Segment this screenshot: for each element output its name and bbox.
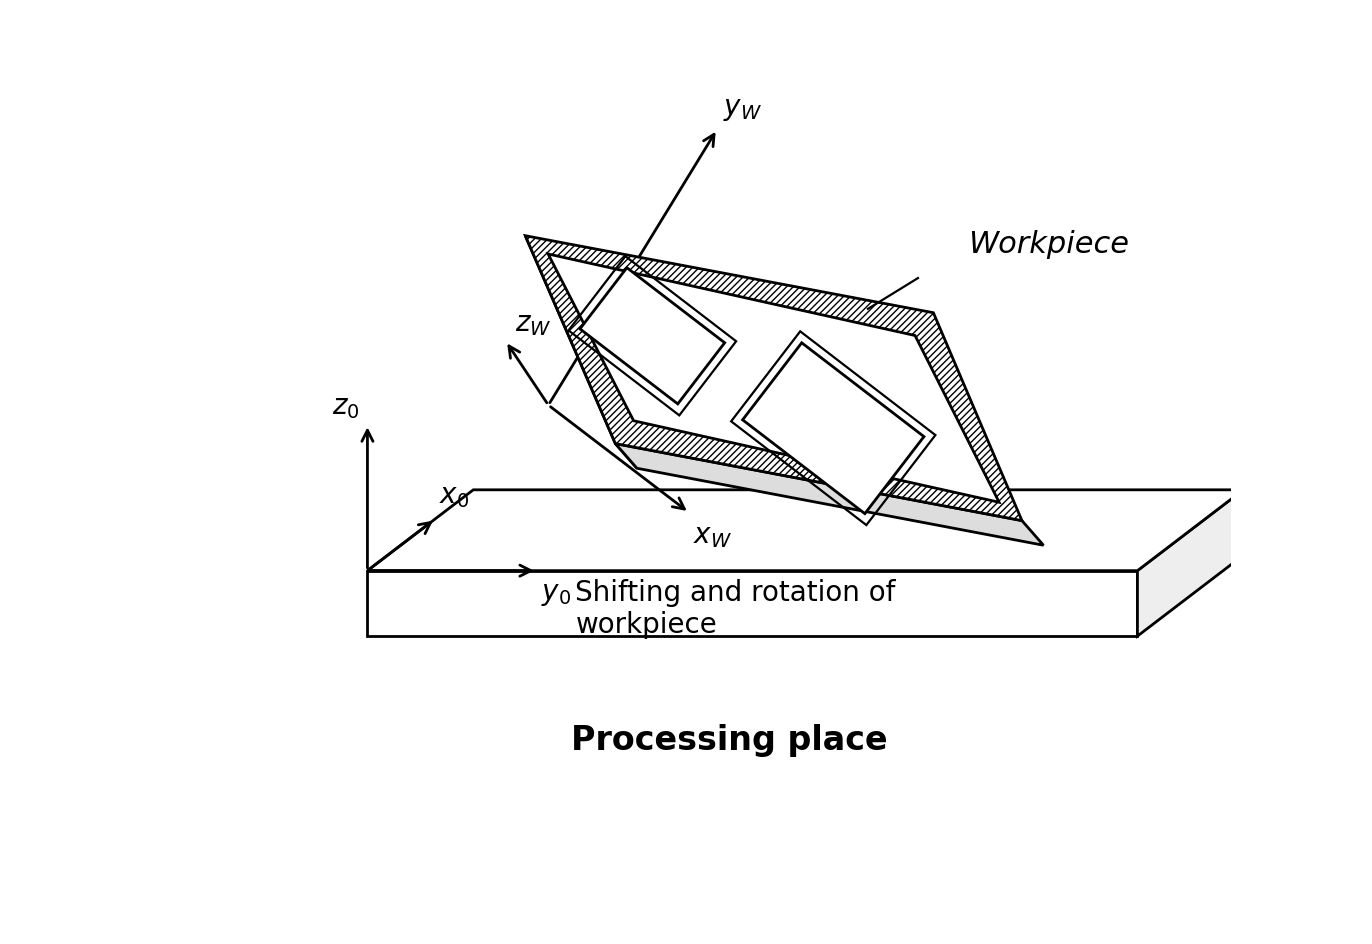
Text: x$_0$: x$_0$ [439, 481, 469, 510]
Text: Processing place: Processing place [571, 723, 888, 756]
Text: Workpiece: Workpiece [969, 229, 1129, 259]
Text: y$_0$: y$_0$ [541, 580, 571, 608]
Polygon shape [525, 236, 637, 468]
Text: z$_W$: z$_W$ [514, 310, 552, 338]
Polygon shape [616, 444, 1044, 546]
Polygon shape [368, 571, 1137, 636]
Polygon shape [368, 490, 1243, 571]
Text: y$_W$: y$_W$ [723, 95, 763, 123]
Text: x$_W$: x$_W$ [693, 522, 733, 549]
Text: Shifting and rotation of
workpiece: Shifting and rotation of workpiece [575, 579, 896, 639]
Text: z$_0$: z$_0$ [332, 393, 359, 420]
Polygon shape [580, 268, 724, 404]
Polygon shape [549, 254, 999, 502]
Polygon shape [1137, 490, 1243, 636]
Polygon shape [742, 343, 923, 514]
Polygon shape [525, 236, 1022, 520]
